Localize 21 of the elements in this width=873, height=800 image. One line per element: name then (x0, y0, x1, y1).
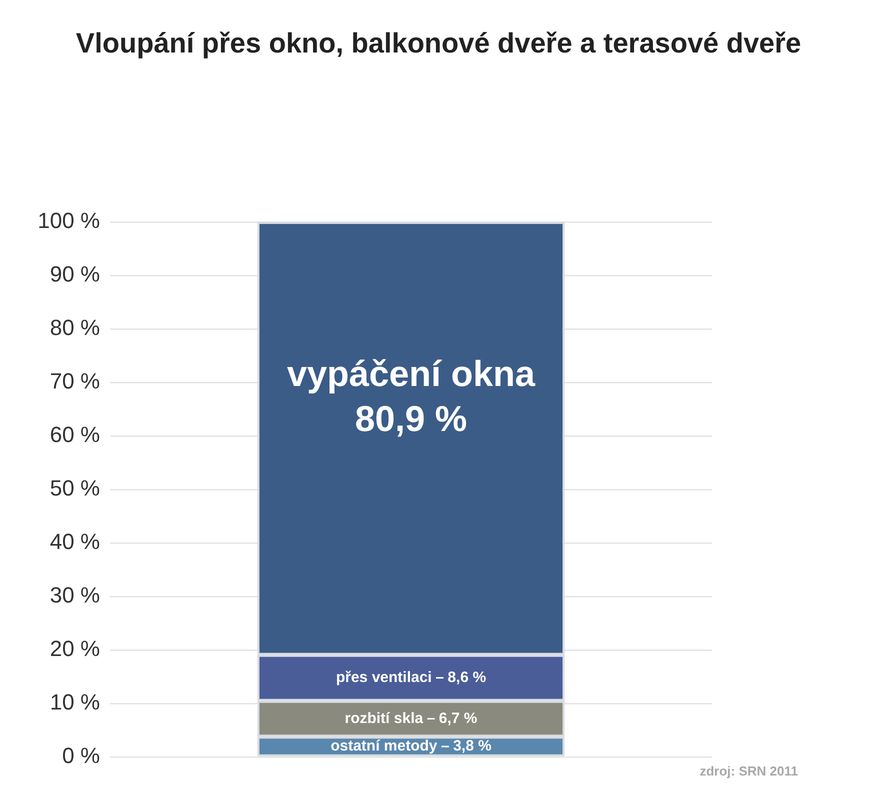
y-tick-label: 50 % (50, 476, 100, 501)
series-label: rozbití skla (344, 710, 424, 727)
data-label: 80,9 % (354, 398, 468, 439)
series-label: ostatní metody (330, 738, 438, 755)
y-tick-label: 100 % (38, 208, 100, 234)
series-label: vypáčení okna (286, 352, 536, 394)
y-tick-label: 10 % (50, 690, 100, 715)
data-label: 3,8 % (453, 738, 492, 755)
text: zdroj: SRN 2011 (700, 764, 798, 779)
y-tick-label: 30 % (50, 582, 100, 608)
data-label: 8,6 % (448, 668, 486, 686)
y-tick-label: 60 % (50, 422, 100, 448)
chart-title: Vloupání přes okno, balkonové dveře a terasové dveře (76, 28, 802, 59)
y-tick-label: 90 % (50, 262, 100, 287)
y-tick-label: 20 % (50, 636, 100, 662)
y-tick-label: 0 % (62, 743, 100, 768)
data-label: 6,7 % (438, 710, 478, 727)
y-tick-label: 80 % (50, 315, 100, 340)
y-tick-label: 70 % (50, 368, 100, 394)
series-label: přes ventilaci (336, 668, 432, 686)
y-tick-label: 40 % (50, 529, 100, 554)
